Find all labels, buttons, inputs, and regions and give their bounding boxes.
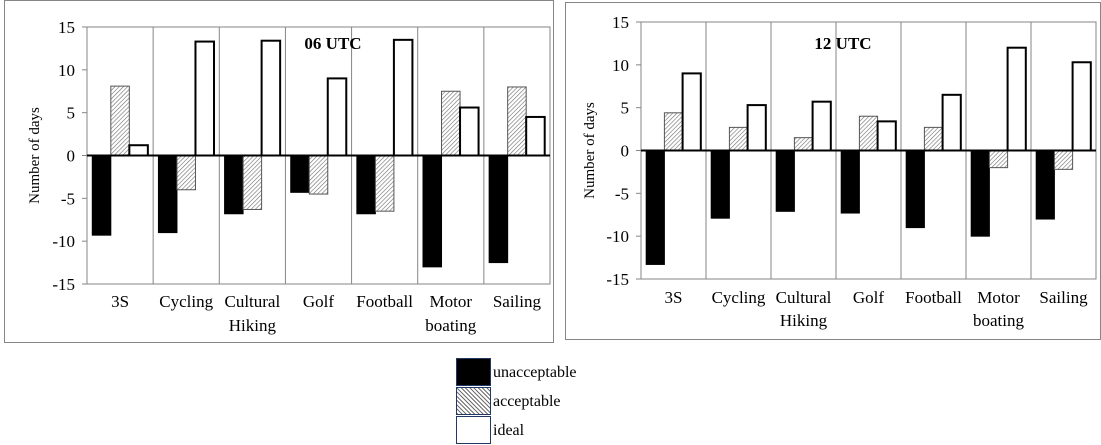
- bar-ideal: [1006, 46, 1027, 152]
- x-tick-label: Hiking: [780, 311, 828, 330]
- y-tick-label: 10: [58, 61, 75, 80]
- bar-unacceptable: [840, 150, 860, 214]
- bar-acceptable: [858, 115, 879, 151]
- bar-acceptable: [441, 90, 461, 156]
- bar-acceptable: [663, 112, 684, 151]
- x-tick-label: Cultural: [776, 288, 832, 307]
- bar-ideal: [941, 93, 962, 152]
- bar-unacceptable: [422, 155, 443, 268]
- x-tick-label: Motor: [977, 288, 1020, 307]
- y-axis-label: Number of days: [582, 102, 598, 199]
- bar-ideal: [392, 38, 414, 157]
- chart-title: 12 UTC: [814, 34, 871, 53]
- bar-unacceptable: [710, 150, 730, 219]
- x-tick-label: Sailing: [493, 292, 542, 311]
- y-tick-label: 15: [612, 13, 629, 32]
- bar-acceptable: [923, 126, 944, 152]
- legend: unacceptable acceptable ideal: [456, 358, 606, 444]
- bar-ideal: [681, 72, 702, 152]
- bar-ideal: [128, 144, 149, 157]
- y-axis-label: Number of days: [27, 107, 43, 204]
- bar-acceptable: [242, 155, 263, 210]
- x-tick-label: Golf: [303, 292, 335, 311]
- x-tick-label: Motor: [430, 292, 473, 311]
- bar-ideal: [876, 120, 897, 152]
- y-tick-label: -15: [606, 270, 629, 289]
- legend-item-ideal: ideal: [456, 416, 606, 444]
- legend-label-acceptable: acceptable: [493, 393, 561, 410]
- legend-item-acceptable: acceptable: [456, 387, 606, 415]
- x-tick-label: Hiking: [229, 316, 277, 335]
- y-tick-label: -5: [615, 184, 629, 203]
- x-tick-label: Cultural: [224, 292, 280, 311]
- y-tick-label: -15: [52, 275, 75, 294]
- legend-swatch-acceptable: [456, 387, 491, 415]
- bar-ideal: [1071, 61, 1092, 152]
- x-tick-label: 3S: [111, 292, 129, 311]
- bar-unacceptable: [290, 155, 310, 193]
- bar-acceptable: [988, 150, 1009, 169]
- y-tick-label: 10: [612, 56, 629, 75]
- legend-item-unacceptable: unacceptable: [456, 358, 606, 386]
- x-tick-label: Cycling: [159, 292, 213, 311]
- chart-12utc: -15 -10 -5 0 5 10 15 3S Cycling Cultural Hiking Gol…: [582, 13, 1097, 330]
- bar-unacceptable: [970, 150, 990, 237]
- legend-label-ideal: ideal: [493, 422, 525, 439]
- bar-acceptable: [374, 155, 395, 212]
- x-tick-label: Cycling: [712, 288, 766, 307]
- bar-unacceptable: [1035, 150, 1055, 220]
- x-tick-label: Football: [356, 292, 413, 311]
- bar-acceptable: [1053, 150, 1074, 170]
- chart-title: 06 UTC: [304, 34, 361, 53]
- chart-06utc: -15 -10 -5 0 5 10 15 3S Cycling Cultural Hiking Gol…: [27, 18, 551, 335]
- bar-ideal: [459, 106, 480, 157]
- bar-acceptable: [308, 155, 329, 195]
- bar-unacceptable: [224, 155, 244, 215]
- bar-ideal: [525, 115, 546, 157]
- bar-unacceptable: [905, 150, 925, 229]
- y-tick-label: 5: [67, 104, 76, 123]
- chart-panel-12utc: -15 -10 -5 0 5 10 15 3S Cycling Cultural Hiking Gol…: [565, 2, 1101, 340]
- chart-panel-06utc: -15 -10 -5 0 5 10 15 3S Cycling Cultural Hiking Gol…: [4, 0, 554, 343]
- x-tick-label: Sailing: [1039, 288, 1088, 307]
- bar-acceptable: [176, 155, 196, 191]
- bar-ideal: [746, 104, 767, 152]
- bar-ideal: [194, 40, 215, 157]
- bar-ideal: [811, 100, 832, 152]
- y-tick-label: 15: [58, 18, 75, 37]
- y-tick-label: 0: [621, 142, 630, 161]
- bar-ideal: [326, 77, 348, 157]
- x-tick-label: Golf: [853, 288, 885, 307]
- bar-unacceptable: [645, 150, 665, 265]
- bar-unacceptable: [157, 155, 178, 234]
- y-tick-label: 5: [621, 99, 630, 118]
- y-tick-label: -10: [52, 232, 75, 251]
- bar-unacceptable: [91, 155, 112, 236]
- y-tick-label: -10: [606, 227, 629, 246]
- bar-ideal: [260, 39, 282, 157]
- y-tick-label: 0: [67, 147, 76, 166]
- bar-unacceptable: [775, 150, 795, 212]
- legend-swatch-ideal: [456, 416, 491, 444]
- bar-unacceptable: [488, 155, 509, 264]
- bar-acceptable: [793, 137, 814, 151]
- bar-acceptable: [728, 126, 749, 152]
- legend-swatch-unacceptable: [456, 358, 491, 386]
- x-tick-label: boating: [973, 311, 1024, 330]
- x-tick-label: boating: [425, 316, 476, 335]
- bar-acceptable: [507, 86, 527, 156]
- x-tick-label: Football: [905, 288, 962, 307]
- bar-unacceptable: [356, 155, 376, 215]
- x-tick-label: 3S: [665, 288, 683, 307]
- bar-acceptable: [110, 85, 130, 156]
- legend-label-unacceptable: unacceptable: [493, 364, 577, 381]
- y-tick-label: -5: [61, 189, 75, 208]
